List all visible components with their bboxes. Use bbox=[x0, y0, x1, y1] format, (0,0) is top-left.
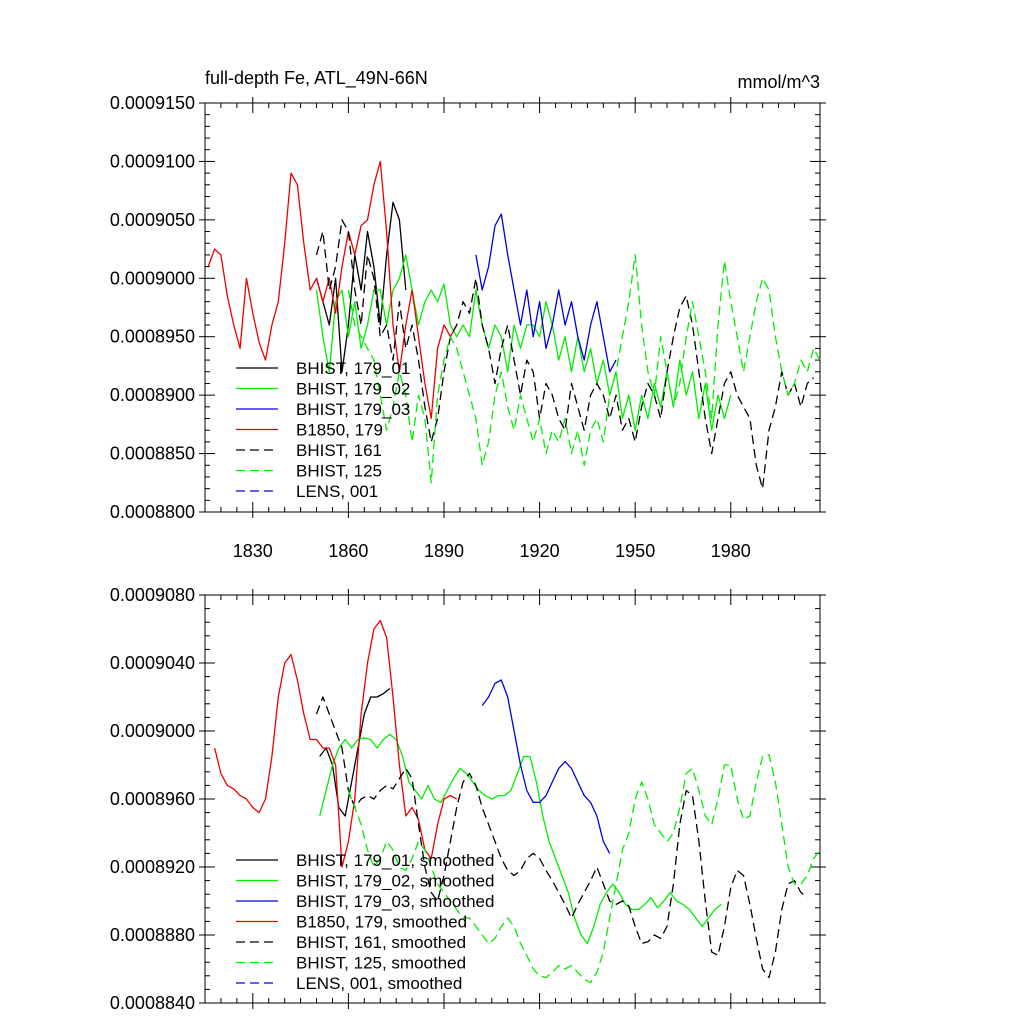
series-line-2 bbox=[481, 679, 611, 854]
series-line-5 bbox=[347, 254, 821, 484]
top-x-ticks bbox=[220, 97, 796, 518]
top-y-tick-label: 0.0008850 bbox=[110, 444, 195, 464]
top-x-tick-label: 1890 bbox=[424, 541, 464, 561]
top-x-tick-label: 1860 bbox=[328, 541, 368, 561]
series-line-3 bbox=[213, 619, 458, 868]
top-legend-label: LENS, 001 bbox=[296, 482, 378, 501]
series-line-2 bbox=[475, 213, 617, 373]
series-line-3 bbox=[207, 160, 458, 420]
bottom-legend-label: B1850, 179, smoothed bbox=[296, 913, 467, 932]
bottom-panel: 0.0008840 0.0008880 0.0008920 0.0008960 … bbox=[110, 585, 826, 1013]
top-y-tick-label: 0.0008950 bbox=[110, 327, 195, 347]
bottom-legend-label: BHIST, 179_01, smoothed bbox=[296, 851, 494, 870]
top-y-tick-label: 0.0009000 bbox=[110, 268, 195, 288]
top-x-tick-label: 1980 bbox=[711, 541, 751, 561]
series-line-0 bbox=[315, 201, 407, 373]
bottom-y-tick-label: 0.0008840 bbox=[110, 993, 195, 1013]
top-series-lines bbox=[207, 160, 821, 490]
bottom-legend-label: BHIST, 161, smoothed bbox=[296, 933, 466, 952]
top-panel-units: mmol/m^3 bbox=[738, 72, 820, 92]
series-line-1 bbox=[315, 254, 732, 431]
bottom-y-tick-label: 0.0009040 bbox=[110, 653, 195, 673]
bottom-legend-label: BHIST, 125, smoothed bbox=[296, 954, 466, 973]
top-y-tick-labels: 0.0008800 0.0008850 0.0008900 0.0008950 … bbox=[110, 93, 195, 522]
bottom-y-tick-labels: 0.0008840 0.0008880 0.0008920 0.0008960 … bbox=[110, 585, 195, 1013]
top-legend-label: BHIST, 125 bbox=[296, 462, 382, 481]
series-line-4 bbox=[315, 696, 808, 979]
bottom-y-tick-label: 0.0008880 bbox=[110, 925, 195, 945]
series-line-5 bbox=[347, 754, 821, 984]
bottom-legend-label: LENS, 001, smoothed bbox=[296, 974, 462, 993]
series-line-4 bbox=[315, 219, 815, 490]
top-legend-label: B1850, 179 bbox=[296, 421, 383, 440]
top-x-tick-label: 1920 bbox=[520, 541, 560, 561]
bottom-legend: BHIST, 179_01, smoothed BHIST, 179_02, s… bbox=[236, 851, 494, 993]
top-plot-frame bbox=[204, 102, 821, 513]
top-y-ticks bbox=[199, 102, 826, 513]
top-legend-label: BHIST, 179_03 bbox=[296, 400, 410, 419]
top-x-tick-label: 1950 bbox=[615, 541, 655, 561]
top-panel-title: full-depth Fe, ATL_49N-66N bbox=[205, 68, 428, 89]
top-legend-label: BHIST, 179_02 bbox=[296, 380, 410, 399]
top-y-tick-label: 0.0008900 bbox=[110, 385, 195, 405]
bottom-y-tick-label: 0.0008960 bbox=[110, 789, 195, 809]
top-legend: BHIST, 179_01 BHIST, 179_02 BHIST, 179_0… bbox=[236, 359, 410, 501]
top-y-tick-label: 0.0008800 bbox=[110, 502, 195, 522]
top-x-tick-labels: 1830 1860 1890 1920 1950 1980 bbox=[233, 541, 751, 561]
bottom-legend-label: BHIST, 179_02, smoothed bbox=[296, 872, 494, 891]
bottom-y-tick-label: 0.0009080 bbox=[110, 585, 195, 605]
bottom-y-tick-label: 0.0009000 bbox=[110, 721, 195, 741]
bottom-y-tick-label: 0.0008920 bbox=[110, 857, 195, 877]
top-y-tick-label: 0.0009050 bbox=[110, 210, 195, 230]
bottom-legend-label: BHIST, 179_03, smoothed bbox=[296, 892, 494, 911]
bottom-y-ticks bbox=[199, 594, 826, 1004]
top-legend-label: BHIST, 179_01 bbox=[296, 359, 410, 378]
top-y-tick-label: 0.0009150 bbox=[110, 93, 195, 113]
top-legend-label: BHIST, 161 bbox=[296, 441, 382, 460]
series-line-0 bbox=[319, 687, 391, 817]
top-x-tick-label: 1830 bbox=[233, 541, 273, 561]
bottom-series-lines bbox=[213, 619, 821, 984]
bottom-x-ticks bbox=[220, 589, 796, 1009]
top-y-tick-label: 0.0009100 bbox=[110, 151, 195, 171]
top-panel: full-depth Fe, ATL_49N-66N mmol/m^3 1830… bbox=[110, 68, 826, 561]
